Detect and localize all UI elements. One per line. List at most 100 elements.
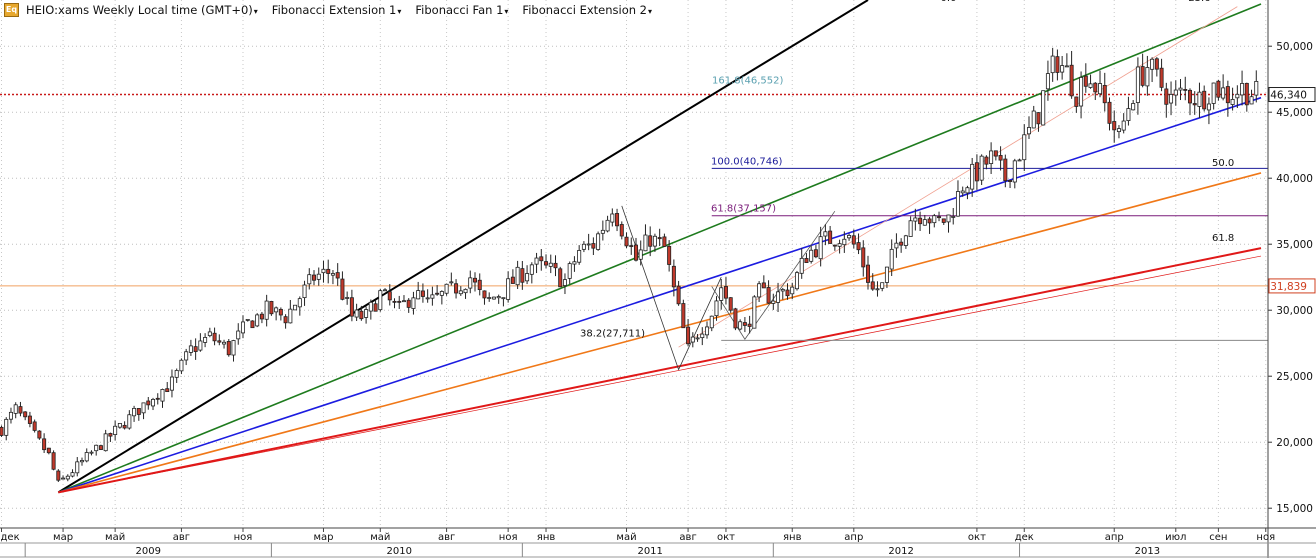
candle-down: [392, 300, 397, 303]
candle-down: [1244, 82, 1249, 106]
y-tick-label: 15,000: [1276, 503, 1313, 515]
candle-down: [51, 452, 56, 470]
candle-down: [397, 300, 402, 303]
candle-up: [823, 231, 828, 237]
candle-up: [174, 370, 179, 378]
candle-down: [1102, 84, 1107, 104]
candle-up: [903, 235, 908, 246]
candle-up: [1116, 128, 1121, 133]
candle-down: [482, 290, 487, 299]
y-tick-label: 45,000: [1276, 107, 1313, 119]
candle-down: [217, 340, 222, 343]
candle-up: [316, 273, 321, 280]
candle-down: [269, 301, 274, 315]
candle-down: [870, 281, 875, 290]
candle-up: [908, 220, 913, 237]
candle-down: [435, 292, 440, 295]
fan-line-black: [57, 0, 869, 494]
fan-line-blue: [58, 96, 1262, 494]
x-year-label: 2013: [1135, 546, 1160, 557]
candle-up: [913, 217, 918, 222]
candle-up: [610, 213, 615, 223]
candle-up: [1235, 93, 1240, 99]
candle-down: [18, 406, 23, 414]
y-axis[interactable]: 15,000 20,000 25,000 30,000 35,000 40,000 45,0…: [1267, 0, 1316, 558]
candle-up: [880, 282, 885, 289]
candle-up: [932, 215, 937, 224]
candle-down: [1140, 66, 1145, 86]
candle-down: [558, 268, 563, 288]
ext-level-label: 38.2(27,711): [580, 328, 645, 339]
candle-down: [165, 388, 170, 393]
candle-down: [728, 297, 733, 311]
candle-down: [1225, 86, 1230, 104]
candle-down: [785, 289, 790, 297]
candle-up: [297, 298, 302, 308]
candle-down: [1107, 101, 1112, 124]
candle-up: [965, 187, 970, 194]
x-year-label: 2009: [136, 546, 161, 557]
candle-down: [1112, 121, 1117, 131]
candle-down: [851, 235, 856, 245]
candle-down: [828, 230, 833, 244]
candle-down: [510, 276, 515, 284]
candle-down: [146, 400, 151, 406]
candle-up: [638, 249, 643, 260]
candle-down: [477, 279, 482, 291]
drawing-tools[interactable]: [0, 0, 1268, 494]
candle-up: [463, 288, 468, 294]
x-year-label: 2010: [387, 546, 412, 557]
study-menu-fib-extension-1[interactable]: Fibonacci Extension 1▾: [272, 3, 402, 17]
candle-down: [32, 421, 37, 431]
fan-line-red: [58, 247, 1262, 494]
candle-down: [46, 447, 51, 454]
candle-up: [794, 272, 799, 290]
candle-up: [837, 243, 842, 247]
candle-up: [449, 281, 454, 284]
candle-down: [520, 268, 525, 283]
fan-level-label: 50.0: [1212, 158, 1234, 169]
y-tick-label: 35,000: [1276, 239, 1313, 251]
y-tick-label: 50,000: [1276, 41, 1313, 53]
candle-up: [577, 250, 582, 263]
candle-down: [671, 265, 676, 288]
x-axis[interactable]: дек мар май авг ноя мар май авг ноя янв май авг окт я…: [0, 527, 1316, 558]
candle-up: [875, 288, 880, 291]
candle-up: [1150, 58, 1155, 70]
candle-up: [1240, 83, 1245, 96]
candle-up: [1022, 134, 1027, 161]
candle-up: [1121, 120, 1126, 131]
candle-up: [354, 309, 359, 318]
candle-down: [0, 426, 4, 436]
chart-grid: [0, 0, 1268, 528]
candle-up: [1060, 65, 1065, 73]
candle-down: [974, 162, 979, 182]
x-tick-label: янв: [537, 532, 556, 543]
candle-down: [648, 235, 653, 247]
candle-up: [525, 273, 530, 282]
candle-up: [245, 318, 250, 321]
candle-down: [1083, 75, 1088, 87]
candle-down: [335, 272, 340, 279]
candle-up: [1145, 67, 1150, 87]
x-tick-label: окт: [968, 532, 986, 543]
candle-up: [222, 341, 227, 345]
equity-icon[interactable]: Eq: [4, 3, 19, 17]
candle-down: [349, 297, 354, 317]
candle-up: [1012, 160, 1017, 183]
candle-down: [1164, 88, 1169, 105]
symbol-menu[interactable]: HEIO:xams Weekly Local time (GMT+0)▾: [26, 3, 258, 17]
study-menu-fib-extension-2[interactable]: Fibonacci Extension 2▾: [522, 3, 652, 17]
candle-up: [567, 263, 572, 279]
candle-up: [700, 333, 705, 339]
candle-down: [108, 433, 113, 437]
study-menu-fib-fan-1[interactable]: Fibonacci Fan 1▾: [415, 3, 508, 17]
last-price-tag-label: 46,340: [1270, 90, 1307, 102]
candle-down: [312, 274, 317, 281]
candle-down: [259, 313, 264, 320]
candle-up: [70, 472, 75, 477]
candle-down: [56, 470, 61, 481]
ext-level-label: 100.0(40,746): [711, 156, 783, 167]
candle-up: [1230, 99, 1235, 105]
